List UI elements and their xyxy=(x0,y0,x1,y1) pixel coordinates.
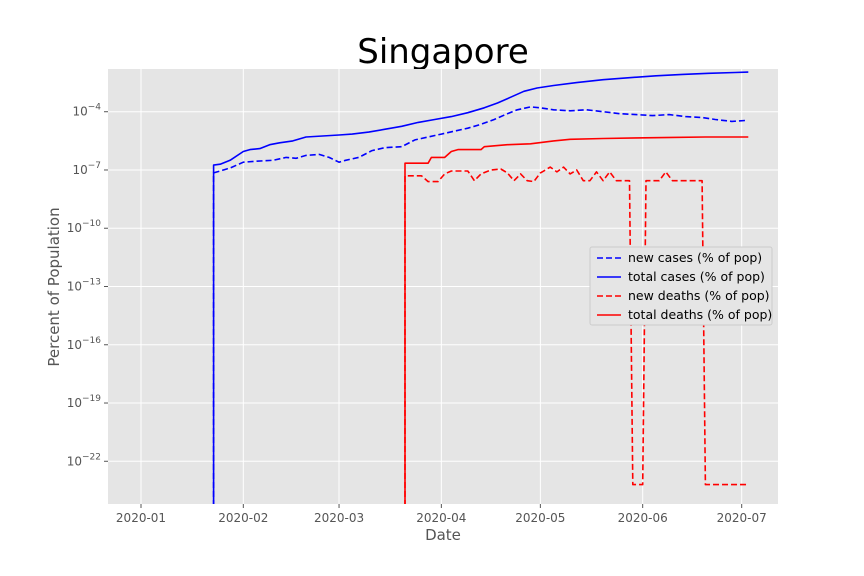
x-tick-label: 2020-01 xyxy=(116,511,166,525)
x-tick-label: 2020-04 xyxy=(416,511,466,525)
y-tick-label: 10−19 xyxy=(67,394,102,410)
x-tick-label: 2020-05 xyxy=(515,511,565,525)
x-tick-label: 2020-07 xyxy=(717,511,767,525)
legend: new cases (% of pop) total cases (% of p… xyxy=(589,246,773,326)
x-tick-label: 2020-02 xyxy=(218,511,268,525)
legend-label-total-deaths: total deaths (% of pop) xyxy=(628,307,772,322)
x-tick-label: 2020-03 xyxy=(314,511,364,525)
y-tick-label: 10−4 xyxy=(72,103,101,119)
legend-box xyxy=(589,246,773,326)
legend-label-total-cases: total cases (% of pop) xyxy=(628,269,765,284)
legend-label-new-deaths: new deaths (% of pop) xyxy=(628,288,770,303)
y-tick-label: 10−22 xyxy=(67,452,101,468)
x-axis-ticks: 2020-01 2020-02 2020-03 2020-04 2020-05 2020-… xyxy=(116,504,767,525)
x-tick-label: 2020-06 xyxy=(618,511,668,525)
y-axis-ticks: 10−4 10−7 10−10 10−13 10−16 10−19 10−22 xyxy=(67,103,108,468)
series-layer xyxy=(212,71,749,504)
legend-label-new-cases: new cases (% of pop) xyxy=(628,250,762,265)
x-axis-label: Date xyxy=(425,526,461,544)
series-total-deaths xyxy=(404,136,749,504)
series-new-deaths xyxy=(404,166,749,504)
series-total-cases xyxy=(212,71,749,504)
series-new-cases xyxy=(212,106,746,504)
y-tick-label: 10−13 xyxy=(67,278,101,294)
y-tick-label: 10−16 xyxy=(67,336,102,352)
y-tick-label: 10−10 xyxy=(67,219,102,235)
y-tick-label: 10−7 xyxy=(72,161,101,177)
chart-title: Singapore xyxy=(357,32,529,72)
y-axis-label: Percent of Population xyxy=(45,207,63,366)
